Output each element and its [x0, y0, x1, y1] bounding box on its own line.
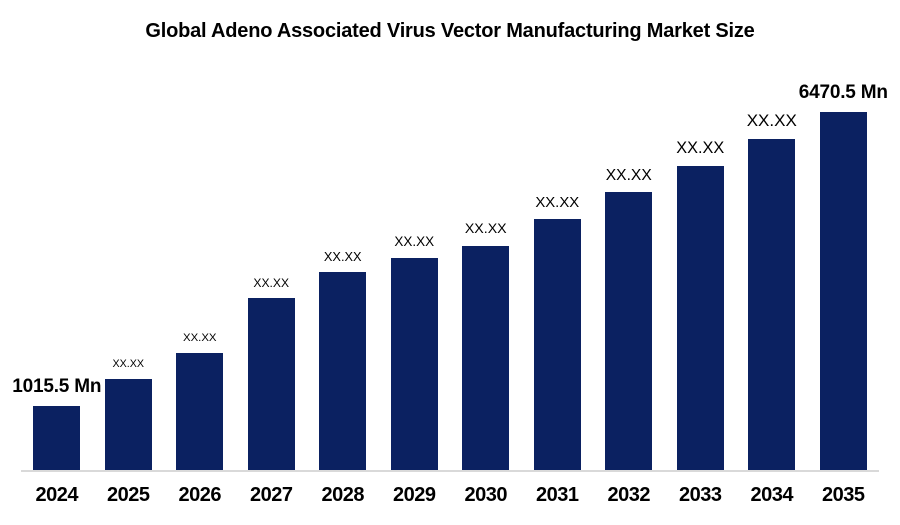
bar-value-label: XX.XX: [464, 221, 507, 238]
bar-value-label: XX.XX: [253, 275, 290, 290]
bar-column: XX.XX: [522, 60, 594, 471]
bar-column: XX.XX: [236, 60, 308, 471]
x-tick-label: 2031: [536, 484, 579, 506]
x-tick-label: 2035: [822, 484, 865, 506]
bar-column: XX.XX: [736, 60, 808, 471]
x-tick-label: 2034: [750, 484, 794, 506]
x-tick-label: 2025: [107, 484, 150, 506]
bar-column: XX.XX: [164, 60, 236, 471]
bar-column: XX.XX: [379, 60, 451, 471]
bar-value-label: XX.XX: [535, 194, 580, 211]
bar-value-label: 1015.5 Mn: [12, 376, 102, 398]
bar: [33, 406, 81, 471]
bar: [104, 379, 152, 471]
bar-column: 1015.5 Mn: [12, 60, 101, 471]
bar: [462, 246, 510, 471]
x-tick-label: 2024: [35, 484, 79, 506]
bar-value-label: XX.XX: [605, 166, 652, 184]
bar-column: XX.XX: [593, 60, 665, 471]
bar: [819, 112, 867, 471]
bar: [748, 139, 796, 471]
x-axis-tick-labels: 2024 2025 2026 2027 2028 2029 2030 2031 2032 2033…: [0, 484, 900, 507]
bar-value-label: XX.XX: [676, 139, 725, 158]
bar-column: XX.XX: [307, 60, 379, 471]
bar: [390, 258, 438, 471]
bar: [319, 272, 367, 471]
bar-value-label: XX.XX: [182, 332, 217, 345]
x-tick-label: 2027: [250, 484, 293, 506]
x-tick-label: 2033: [679, 484, 722, 506]
bar: [676, 166, 724, 471]
x-tick-label: 2028: [321, 484, 365, 506]
x-axis-line: [21, 470, 879, 472]
bar: [605, 192, 653, 471]
x-tick-label: 2030: [464, 484, 508, 506]
plot-area: 1015.5 Mn XX.XX XX.XX XX.XX XX.XX XX.XX XX.XX X…: [0, 60, 900, 471]
bar-value-label: 6470.5 Mn: [798, 82, 888, 104]
x-tick-label: 2026: [178, 484, 222, 506]
bar-value-label: XX.XX: [112, 358, 144, 371]
bar-column: 6470.5 Mn: [799, 60, 888, 471]
chart-title: Global Adeno Associated Virus Vector Man…: [145, 20, 755, 42]
bar-value-label: XX.XX: [394, 234, 435, 250]
bar: [176, 353, 224, 471]
bar-value-label: XX.XX: [746, 111, 797, 131]
bar: [247, 298, 295, 471]
bar: [533, 219, 581, 471]
x-tick-label: 2029: [393, 484, 436, 506]
bar-column: XX.XX: [665, 60, 737, 471]
bar-column: XX.XX: [450, 60, 522, 471]
x-tick-label: 2032: [607, 484, 651, 506]
bar-column: XX.XX: [93, 60, 165, 471]
bar-value-label: XX.XX: [323, 248, 362, 264]
